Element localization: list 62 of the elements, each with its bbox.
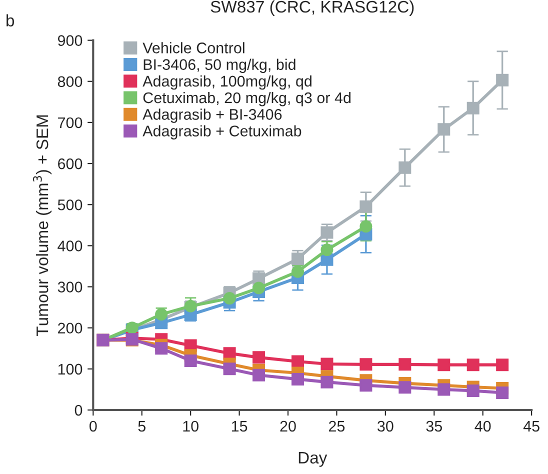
y-tick-label: 600 xyxy=(58,158,82,170)
point xyxy=(291,355,304,368)
point xyxy=(320,358,334,370)
point xyxy=(184,354,197,367)
x-tick-label: 20 xyxy=(280,420,296,432)
y-tick-label: 900 xyxy=(58,35,82,46)
text: b xyxy=(6,14,14,26)
legend-label: Adagrasib + Cetuximab xyxy=(142,125,302,140)
point xyxy=(252,368,266,382)
y-tick-label: 400 xyxy=(58,240,82,252)
point xyxy=(438,358,450,372)
x-tick-label: 40 xyxy=(474,420,491,432)
point xyxy=(360,379,372,392)
point xyxy=(398,358,412,371)
point xyxy=(466,358,480,372)
point xyxy=(252,351,266,364)
point xyxy=(155,308,168,321)
legend-label: Adagrasib, 100mg/kg, qd xyxy=(142,75,312,90)
y-tick-label: 0 xyxy=(74,404,82,416)
point xyxy=(398,381,412,394)
point xyxy=(291,265,304,278)
point xyxy=(496,386,509,400)
x-tick-label: 10 xyxy=(183,420,198,432)
point xyxy=(466,102,480,114)
point xyxy=(438,383,450,396)
point xyxy=(398,161,412,174)
y-axis-title: Tumour volume (mm$^{3}$) + SEM xyxy=(33,115,52,336)
point xyxy=(291,252,304,266)
x-tick-label: 30 xyxy=(378,420,394,432)
point xyxy=(223,362,236,376)
x-tick-label: 15 xyxy=(232,420,248,432)
y-tick-label: 700 xyxy=(58,117,82,128)
point xyxy=(223,292,236,305)
y-tick-label: 800 xyxy=(58,76,82,88)
point xyxy=(438,123,450,136)
y-tick-label: 200 xyxy=(58,322,82,334)
point xyxy=(252,282,266,294)
point xyxy=(496,74,509,86)
point xyxy=(360,200,372,213)
x-tick-label: 35 xyxy=(426,420,442,432)
point xyxy=(320,376,334,388)
chart-title: SW837 (CRC, KRASG12C) xyxy=(210,0,414,16)
y-tick-label: 100 xyxy=(58,364,82,375)
point xyxy=(496,358,509,372)
x-tick-label: 0 xyxy=(90,420,97,432)
legend-label: Adagrasib + BI-3406 xyxy=(142,108,282,123)
point xyxy=(466,384,480,397)
y-tick-label: 500 xyxy=(58,199,82,210)
point xyxy=(320,244,334,256)
x-tick-label: 45 xyxy=(523,420,540,432)
point xyxy=(155,342,168,355)
point xyxy=(291,372,304,386)
x-axis-title: Day xyxy=(298,452,328,467)
point xyxy=(360,358,372,371)
point xyxy=(320,226,334,239)
x-tick-label: 25 xyxy=(328,420,345,432)
legend-label: BI-3406, 50 mg/kg, bid xyxy=(144,58,296,73)
point xyxy=(360,220,372,233)
y-tick-label: 300 xyxy=(58,282,82,292)
x-tick-label: 5 xyxy=(138,420,146,432)
legend-label: Vehicle Control xyxy=(142,42,244,54)
legend-label: Cetuximab, 20 mg/kg, q3 or 4d xyxy=(143,92,350,106)
